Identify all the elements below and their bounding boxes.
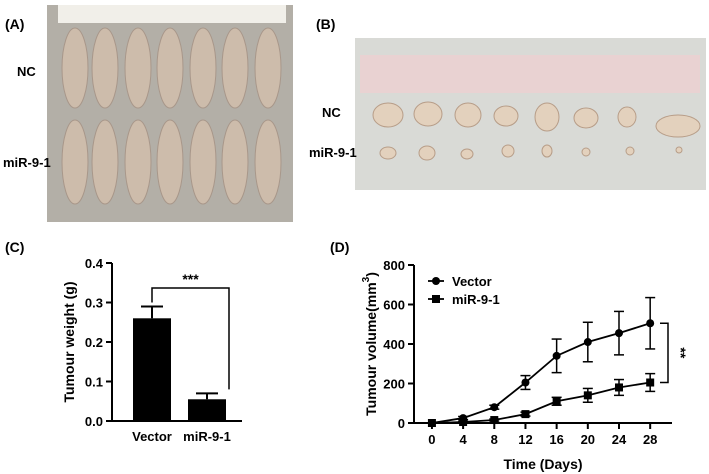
y-axis-label: Tumour volume(mm3) — [361, 272, 379, 416]
y-tick-label: 0 — [398, 416, 405, 431]
y-label-end: ) — [363, 272, 379, 277]
point — [552, 351, 561, 360]
point — [459, 418, 468, 427]
row-label: miR-9-1 — [309, 145, 357, 160]
y-label-text: Tumour weight (g) — [61, 281, 77, 402]
significance-label: ** — [673, 347, 689, 358]
x-tick-label: 4 — [459, 432, 467, 447]
point — [583, 391, 592, 400]
x-tick-label: 16 — [549, 432, 563, 447]
photo-a — [47, 5, 293, 222]
y-tick-label: 400 — [383, 337, 405, 352]
point — [427, 419, 436, 427]
y-label-text: Tumour volume(mm — [363, 282, 379, 416]
x-tick-label: 0 — [428, 432, 435, 447]
y-tick-label: 200 — [383, 377, 405, 392]
x-tick-label: miR-9-1 — [183, 429, 231, 444]
y-label-sup: 3 — [361, 276, 372, 282]
significance-label: *** — [182, 271, 199, 287]
y-tick-label: 0.1 — [85, 375, 103, 390]
bar — [133, 318, 171, 421]
y-tick-label: 0.3 — [85, 296, 103, 311]
y-tick-label: 0.0 — [85, 414, 103, 429]
legend-marker — [432, 277, 440, 285]
significance-bracket — [660, 322, 669, 384]
significance-bracket — [151, 287, 230, 390]
point — [552, 397, 561, 406]
point — [614, 383, 623, 392]
point — [646, 378, 655, 387]
point — [490, 403, 499, 412]
row-label: miR-9-1 — [3, 155, 51, 170]
panel-label: (B) — [316, 16, 335, 32]
y-axis-label: Tumour weight (g) — [61, 281, 77, 402]
line — [431, 322, 651, 424]
bar — [188, 399, 226, 421]
y-tick-label: 600 — [383, 298, 405, 313]
x-tick-label: 20 — [581, 432, 595, 447]
y-tick-label: 0.4 — [85, 256, 104, 271]
row-label: NC — [17, 64, 36, 79]
row-label: NC — [322, 105, 341, 120]
panel-label: (D) — [330, 239, 349, 255]
x-tick-label: 12 — [518, 432, 532, 447]
point — [583, 338, 592, 347]
point — [490, 416, 499, 425]
x-tick-label: 28 — [643, 432, 657, 447]
x-tick-label: Vector — [132, 429, 172, 444]
legend-label: miR-9-1 — [452, 292, 500, 307]
point — [521, 410, 530, 419]
x-axis-label: Time (Days) — [503, 456, 582, 472]
x-tick-label: 24 — [612, 432, 627, 447]
y-tick-label: 800 — [383, 258, 405, 273]
line — [431, 381, 651, 424]
legend-label: Vector — [452, 274, 492, 289]
point — [646, 319, 655, 328]
point — [614, 329, 623, 338]
x-tick-label: 8 — [491, 432, 498, 447]
photo-b — [355, 38, 706, 190]
legend-marker — [432, 295, 440, 303]
y-tick-label: 0.2 — [85, 335, 103, 350]
point — [521, 378, 530, 387]
panel-label: (A) — [5, 16, 24, 32]
panel-label: (C) — [5, 239, 24, 255]
